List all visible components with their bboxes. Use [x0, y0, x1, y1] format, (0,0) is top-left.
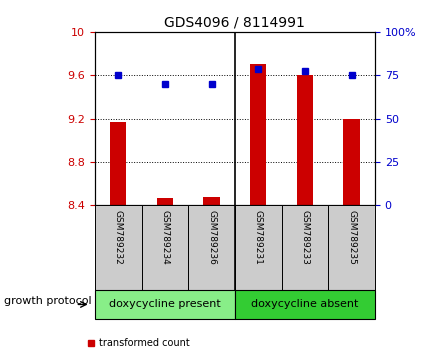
FancyBboxPatch shape	[234, 290, 374, 319]
FancyBboxPatch shape	[328, 205, 374, 290]
FancyBboxPatch shape	[141, 205, 188, 290]
Bar	[296, 75, 312, 205]
Text: GSM789236: GSM789236	[206, 210, 215, 264]
FancyBboxPatch shape	[95, 205, 141, 290]
FancyBboxPatch shape	[95, 290, 234, 319]
Text: GSM789233: GSM789233	[300, 210, 309, 264]
FancyBboxPatch shape	[234, 205, 281, 290]
Text: GSM789231: GSM789231	[253, 210, 262, 264]
Bar	[203, 197, 219, 205]
Bar	[110, 122, 126, 205]
Text: GSM789234: GSM789234	[160, 210, 169, 264]
Text: doxycycline present: doxycycline present	[109, 299, 220, 309]
Text: transformed count: transformed count	[99, 338, 190, 348]
Title: GDS4096 / 8114991: GDS4096 / 8114991	[164, 15, 304, 29]
Bar	[343, 119, 359, 205]
Bar	[157, 198, 172, 205]
Text: doxycycline absent: doxycycline absent	[251, 299, 358, 309]
Bar	[249, 64, 266, 205]
Text: GSM789232: GSM789232	[114, 210, 123, 264]
FancyBboxPatch shape	[281, 205, 328, 290]
FancyBboxPatch shape	[188, 205, 234, 290]
Text: growth protocol: growth protocol	[4, 296, 92, 306]
Text: GSM789235: GSM789235	[346, 210, 355, 264]
